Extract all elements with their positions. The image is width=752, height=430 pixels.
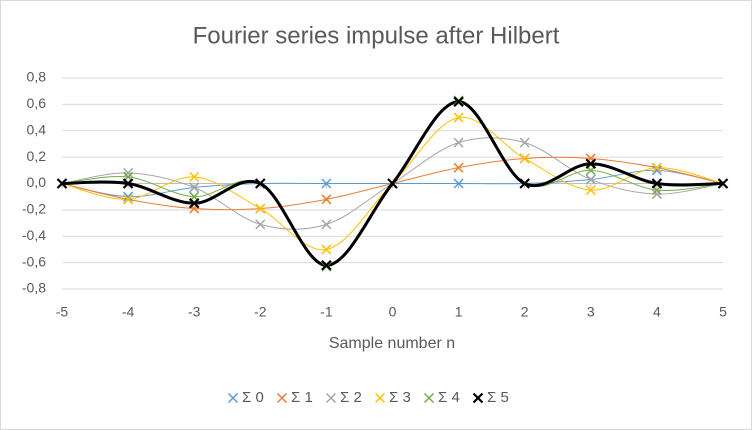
data-point [56, 178, 68, 189]
x-axis-title: Sample number n [329, 335, 455, 352]
x-tick-label: -1 [320, 304, 333, 320]
legend-marker [374, 392, 386, 404]
y-tick-label: -0,2 [22, 201, 46, 217]
data-point [651, 178, 663, 189]
data-point [255, 219, 266, 230]
legend-item: Σ 3 [374, 389, 411, 406]
data-point [255, 203, 266, 214]
data-point [585, 174, 596, 185]
legend-item: Σ 1 [276, 389, 313, 406]
data-point [321, 178, 332, 189]
legend-item: Σ 4 [423, 389, 460, 406]
y-tick-label: 0,8 [27, 69, 47, 85]
data-point [123, 167, 134, 178]
data-point [189, 182, 200, 193]
legend-label: Σ 0 [242, 389, 264, 406]
data-point [585, 185, 596, 196]
legend-marker [227, 392, 239, 404]
x-tick-label: 2 [521, 304, 529, 320]
y-tick-label: 0,2 [27, 148, 47, 164]
legend-item: Σ 2 [325, 389, 362, 406]
data-point [123, 194, 134, 205]
x-tick-label: -2 [254, 304, 267, 320]
data-point [651, 165, 662, 176]
data-point [651, 189, 662, 200]
data-point [188, 198, 200, 209]
data-point [123, 191, 134, 202]
x-tick-label: 0 [389, 304, 397, 320]
x-tick-label: 5 [719, 304, 727, 320]
y-tick-label: 0,4 [27, 121, 47, 137]
x-tick-label: -3 [188, 304, 201, 320]
legend-label: Σ 5 [487, 389, 509, 406]
legend-label: Σ 2 [340, 389, 362, 406]
legend-marker [423, 392, 435, 404]
chart-title: Fourier series impulse after Hilbert [193, 22, 560, 49]
x-tick-label: 3 [587, 304, 595, 320]
data-point [717, 178, 729, 189]
data-point [321, 244, 332, 255]
data-point [519, 153, 530, 164]
data-point [453, 178, 464, 189]
y-tick-label: 0,0 [27, 174, 47, 190]
x-tick-label: -5 [56, 304, 69, 320]
legend-item: Σ 0 [227, 389, 264, 406]
legend-label: Σ 3 [389, 389, 411, 406]
y-tick-label: -0,8 [22, 280, 46, 296]
x-tick-label: 1 [455, 304, 463, 320]
data-point [387, 178, 398, 189]
data-point [321, 219, 332, 230]
data-point [453, 96, 464, 108]
x-tick-label: 4 [653, 304, 661, 320]
data-point [453, 162, 464, 173]
legend-label: Σ 1 [291, 389, 313, 406]
data-point [453, 112, 464, 123]
data-point [453, 137, 464, 148]
data-point [651, 162, 662, 173]
data-point [122, 178, 134, 189]
data-point [519, 178, 530, 189]
data-point [189, 171, 200, 182]
data-point [585, 158, 597, 169]
legend-marker [472, 392, 484, 404]
data-point [321, 259, 332, 271]
legend-label: Σ 4 [438, 389, 460, 406]
x-tick-label: -4 [122, 304, 135, 320]
data-point [519, 137, 530, 148]
y-tick-label: -0,4 [22, 227, 46, 243]
y-tick-label: 0,6 [27, 95, 47, 111]
y-tick-label: -0,6 [22, 253, 46, 269]
legend-marker [276, 392, 288, 404]
data-point [255, 178, 266, 189]
legend-item: Σ 5 [472, 389, 509, 406]
data-point [321, 194, 332, 205]
legend-marker [325, 392, 337, 404]
